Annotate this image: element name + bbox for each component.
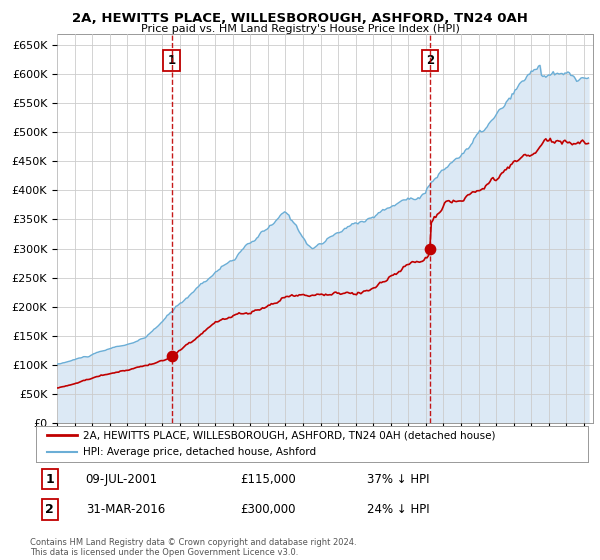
Point bbox=[425, 244, 435, 253]
Text: 1: 1 bbox=[46, 473, 54, 486]
Text: 24% ↓ HPI: 24% ↓ HPI bbox=[367, 503, 430, 516]
Text: Contains HM Land Registry data © Crown copyright and database right 2024.
This d: Contains HM Land Registry data © Crown c… bbox=[30, 538, 356, 557]
Text: £300,000: £300,000 bbox=[240, 503, 296, 516]
Text: 09-JUL-2001: 09-JUL-2001 bbox=[86, 473, 158, 486]
Text: HPI: Average price, detached house, Ashford: HPI: Average price, detached house, Ashf… bbox=[83, 447, 316, 457]
Point bbox=[167, 352, 176, 361]
Text: 2: 2 bbox=[426, 54, 434, 67]
Text: 37% ↓ HPI: 37% ↓ HPI bbox=[367, 473, 430, 486]
Text: £115,000: £115,000 bbox=[240, 473, 296, 486]
Text: 31-MAR-2016: 31-MAR-2016 bbox=[86, 503, 165, 516]
Text: Price paid vs. HM Land Registry's House Price Index (HPI): Price paid vs. HM Land Registry's House … bbox=[140, 24, 460, 34]
Text: 2A, HEWITTS PLACE, WILLESBOROUGH, ASHFORD, TN24 0AH (detached house): 2A, HEWITTS PLACE, WILLESBOROUGH, ASHFOR… bbox=[83, 431, 496, 440]
Text: 2: 2 bbox=[46, 503, 54, 516]
Text: 1: 1 bbox=[167, 54, 176, 67]
Text: 2A, HEWITTS PLACE, WILLESBOROUGH, ASHFORD, TN24 0AH: 2A, HEWITTS PLACE, WILLESBOROUGH, ASHFOR… bbox=[72, 12, 528, 25]
